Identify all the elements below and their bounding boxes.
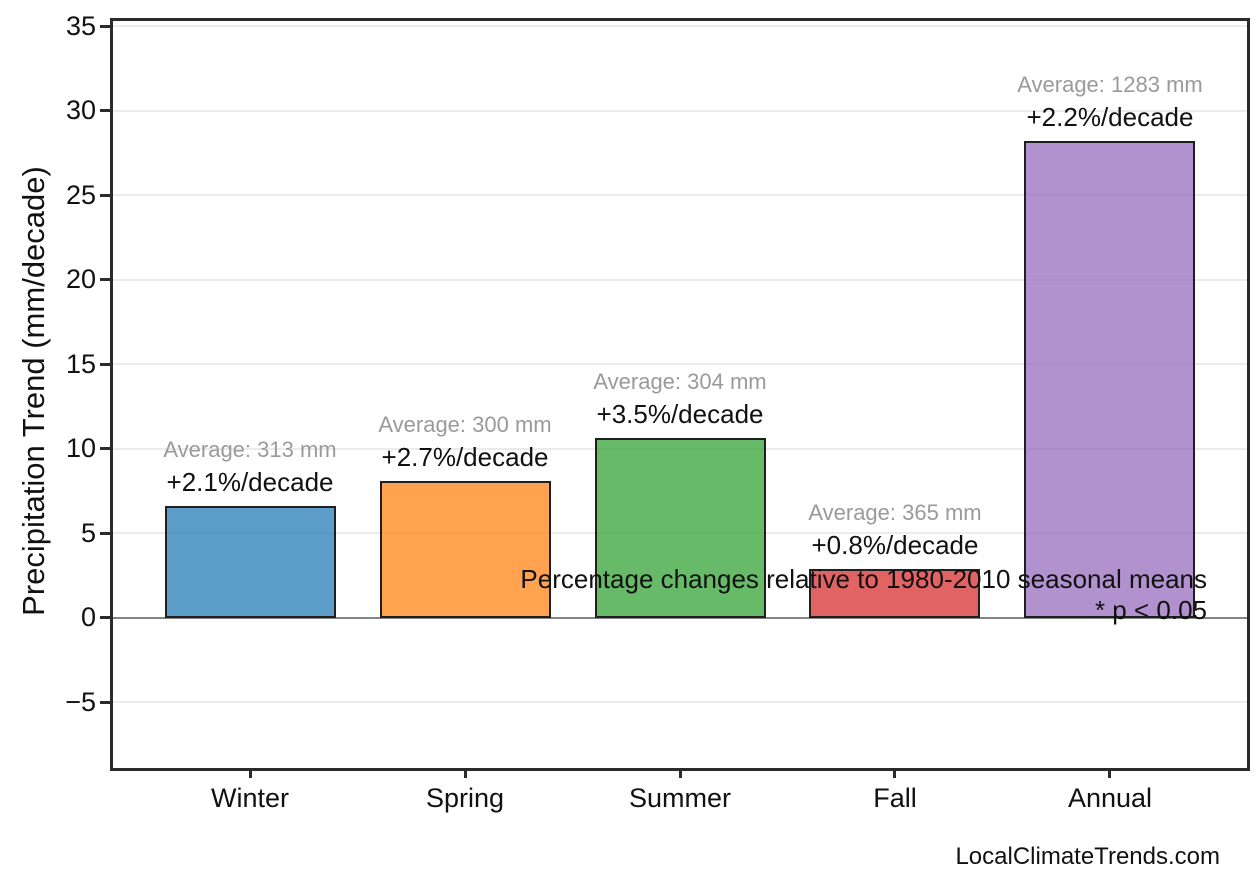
x-tick-label-winter: Winter <box>210 783 289 813</box>
y-tick-mark <box>100 616 110 620</box>
percent-label-fall: +0.8%/decade <box>811 529 979 560</box>
percent-label-annual: +2.2%/decade <box>1026 102 1194 132</box>
y-tick-mark <box>100 193 110 197</box>
y-tick-label: 30 <box>65 95 96 126</box>
average-label-summer: Average: 304 mm <box>593 369 767 395</box>
note-line-percentage-basis: Percentage changes relative to 1980-2010… <box>520 564 1207 594</box>
y-tick-mark <box>100 700 110 704</box>
y-gridline <box>113 701 1247 704</box>
bar-fall <box>809 568 981 618</box>
x-tick-mark <box>893 768 897 778</box>
x-tick-mark <box>1108 768 1112 778</box>
bar-winter <box>164 506 336 618</box>
y-tick-label: 25 <box>65 179 96 210</box>
bar-annotation-spring: Average: 300 mm +2.7%/decade <box>378 409 551 474</box>
y-tick-label: 5 <box>80 517 96 548</box>
x-tick-mark <box>678 768 682 778</box>
bar-annotation-fall: Average: 365 mm +0.8%/decade <box>808 497 981 562</box>
plot-area: Average: 313 mm +2.1%/decade Average: 300 … <box>110 18 1250 771</box>
y-gridline <box>113 25 1247 28</box>
zero-line <box>113 616 1247 619</box>
x-tick-label-spring: Spring <box>425 783 505 813</box>
y-tick-mark <box>100 531 110 535</box>
y-tick-label: 0 <box>80 602 96 633</box>
average-label-fall: Average: 365 mm <box>808 499 982 525</box>
y-tick-mark <box>100 362 110 366</box>
y-gridline <box>113 194 1247 197</box>
y-axis-label: Precipitation Trend (mm/decade) <box>16 166 51 616</box>
bar-annotation-annual: Average: 1283 mm +2.2%/decade <box>1017 69 1202 134</box>
y-tick-mark <box>100 24 110 28</box>
x-tick-mark <box>248 768 252 778</box>
percent-label-summer: +3.5%/decade <box>596 399 764 430</box>
y-gridline <box>113 109 1247 112</box>
y-tick-label: 35 <box>65 10 96 41</box>
bar-annotation-summer: Average: 304 mm +3.5%/decade <box>593 366 766 431</box>
average-label-spring: Average: 300 mm <box>378 411 552 437</box>
x-tick-label-fall: Fall <box>873 783 917 813</box>
bar-summer <box>594 438 766 618</box>
footer-credit: LocalClimateTrends.com <box>955 843 1220 870</box>
note-line-significance: * p < 0.05 <box>1094 595 1207 625</box>
y-tick-label: 20 <box>65 264 96 295</box>
x-tick-mark <box>463 768 467 778</box>
bar-annotation-winter: Average: 313 mm +2.1%/decade <box>163 434 336 499</box>
y-tick-mark <box>100 278 110 282</box>
average-label-winter: Average: 313 mm <box>163 437 337 463</box>
x-tick-label-annual: Annual <box>1067 783 1153 813</box>
x-tick-label-summer: Summer <box>628 783 731 813</box>
average-label-annual: Average: 1283 mm <box>1017 72 1203 97</box>
y-tick-label: −5 <box>65 686 96 717</box>
y-tick-label: 10 <box>65 433 96 464</box>
plot-note: Percentage changes relative to 1980-2010… <box>520 564 1207 626</box>
y-gridline <box>113 278 1247 281</box>
bar-spring <box>379 480 551 618</box>
percent-label-spring: +2.7%/decade <box>381 441 549 472</box>
y-tick-mark <box>100 109 110 113</box>
y-gridline <box>113 363 1247 366</box>
percent-label-winter: +2.1%/decade <box>166 467 334 498</box>
y-tick-label: 15 <box>65 348 96 379</box>
bar-annual <box>1024 140 1196 618</box>
y-tick-mark <box>100 447 110 451</box>
